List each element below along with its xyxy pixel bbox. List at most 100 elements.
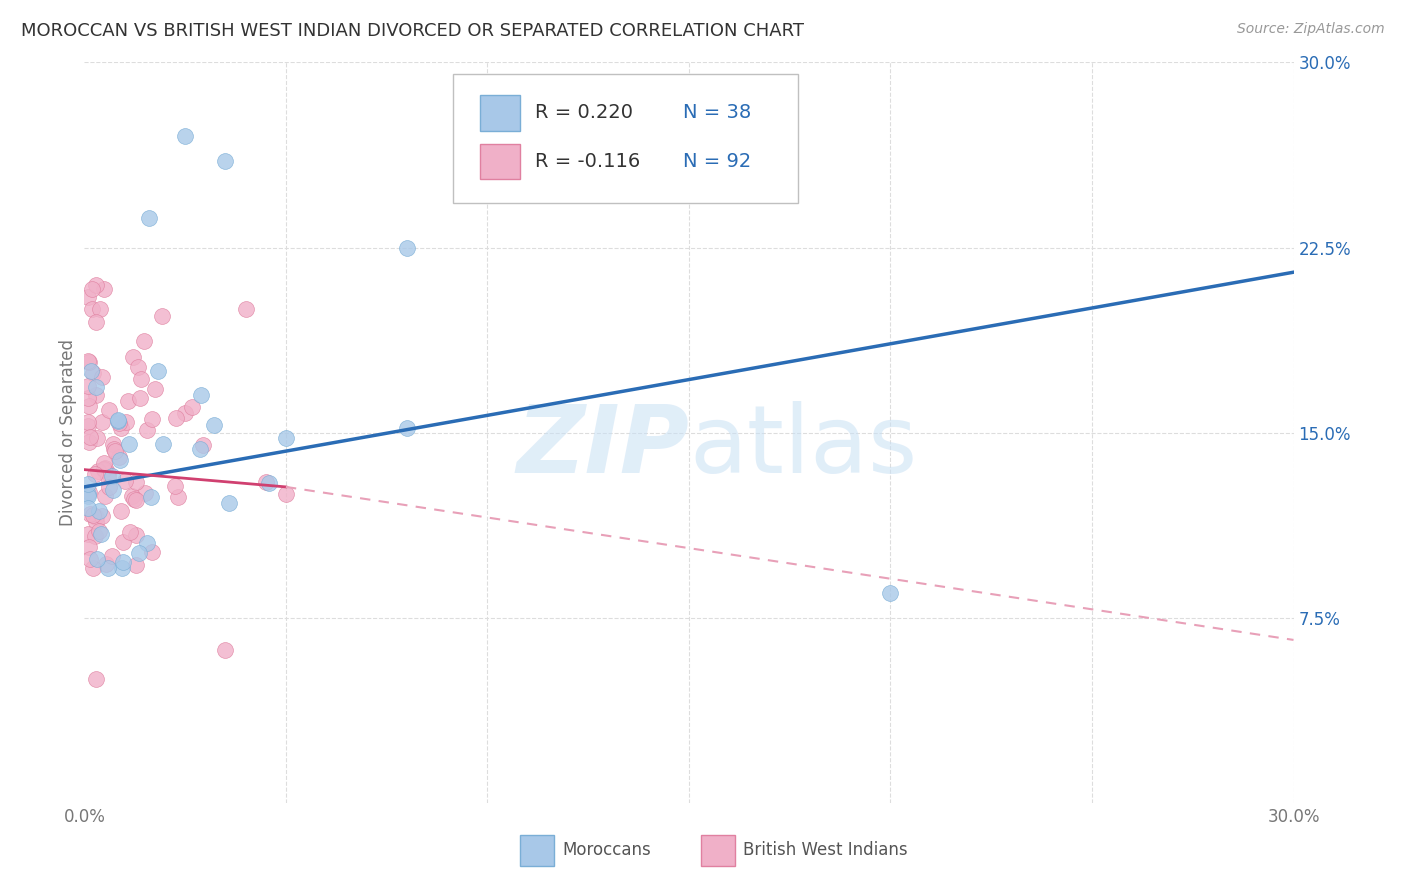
- Point: [117, 393, 139, 408]
- Point: [141, 545, 163, 559]
- Point: [77, 379, 100, 393]
- Point: [395, 240, 418, 255]
- Point: [111, 555, 134, 569]
- Point: [190, 442, 212, 456]
- Point: [90, 508, 112, 523]
- Point: [115, 415, 138, 429]
- Point: [143, 382, 166, 396]
- Point: [86, 314, 108, 328]
- Point: [86, 277, 108, 292]
- Point: [125, 493, 148, 508]
- Bar: [520, 835, 554, 866]
- Point: [218, 496, 240, 510]
- Point: [121, 489, 143, 503]
- Point: [77, 415, 100, 429]
- Point: [77, 487, 100, 501]
- Point: [456, 178, 478, 193]
- Point: [103, 483, 125, 497]
- Point: [77, 290, 100, 304]
- Point: [86, 551, 108, 566]
- Text: Source: ZipAtlas.com: Source: ZipAtlas.com: [1237, 22, 1385, 37]
- Point: [141, 412, 163, 426]
- Point: [93, 282, 115, 296]
- Bar: [479, 144, 520, 179]
- Point: [125, 558, 148, 572]
- Point: [98, 480, 121, 494]
- Point: [79, 399, 101, 413]
- Point: [93, 456, 115, 470]
- Point: [77, 527, 100, 541]
- Point: [254, 475, 277, 489]
- Point: [91, 416, 114, 430]
- Point: [97, 403, 120, 417]
- Point: [82, 302, 104, 317]
- Point: [83, 529, 105, 543]
- Text: Moroccans: Moroccans: [562, 841, 651, 859]
- Point: [108, 416, 131, 430]
- Point: [82, 283, 104, 297]
- Point: [274, 487, 297, 501]
- Point: [77, 500, 100, 515]
- Point: [152, 436, 174, 450]
- Point: [79, 430, 101, 444]
- Point: [97, 470, 120, 484]
- Point: [173, 406, 195, 420]
- Point: [96, 561, 118, 575]
- Point: [77, 540, 100, 554]
- Point: [94, 489, 117, 503]
- Text: N = 38: N = 38: [683, 103, 751, 122]
- Point: [167, 491, 190, 505]
- Point: [136, 423, 159, 437]
- Point: [84, 388, 107, 402]
- Point: [214, 154, 236, 169]
- Point: [89, 504, 111, 518]
- Point: [395, 420, 418, 434]
- Point: [108, 452, 131, 467]
- Point: [138, 211, 160, 225]
- Point: [110, 421, 132, 435]
- Point: [90, 526, 112, 541]
- Point: [94, 461, 117, 475]
- Point: [82, 508, 104, 522]
- Bar: [702, 835, 735, 866]
- Point: [93, 462, 115, 476]
- Bar: [479, 95, 520, 130]
- Point: [274, 431, 297, 445]
- Point: [86, 673, 108, 687]
- Point: [86, 431, 108, 445]
- Text: ZIP: ZIP: [516, 401, 689, 493]
- Point: [89, 302, 111, 317]
- Point: [181, 400, 204, 414]
- Point: [79, 552, 101, 566]
- Point: [94, 557, 117, 571]
- Point: [84, 510, 107, 524]
- Point: [111, 534, 134, 549]
- Point: [77, 489, 100, 503]
- Point: [165, 410, 187, 425]
- Point: [84, 515, 107, 529]
- Point: [87, 524, 110, 539]
- Point: [101, 549, 124, 563]
- Point: [141, 490, 163, 504]
- Point: [87, 464, 110, 478]
- Point: [77, 355, 100, 369]
- Point: [134, 486, 156, 500]
- Point: [129, 371, 152, 385]
- Text: MOROCCAN VS BRITISH WEST INDIAN DIVORCED OR SEPARATED CORRELATION CHART: MOROCCAN VS BRITISH WEST INDIAN DIVORCED…: [21, 22, 804, 40]
- Text: N = 92: N = 92: [683, 153, 751, 171]
- Point: [150, 310, 173, 324]
- Text: atlas: atlas: [689, 401, 917, 493]
- Point: [107, 414, 129, 428]
- Point: [103, 444, 125, 458]
- Point: [127, 360, 149, 375]
- FancyBboxPatch shape: [453, 73, 797, 203]
- Point: [135, 535, 157, 549]
- Point: [82, 366, 104, 380]
- Point: [214, 642, 236, 657]
- Point: [146, 364, 169, 378]
- Point: [111, 561, 134, 575]
- Point: [101, 468, 124, 483]
- Point: [84, 380, 107, 394]
- Point: [879, 586, 901, 600]
- Point: [108, 450, 131, 465]
